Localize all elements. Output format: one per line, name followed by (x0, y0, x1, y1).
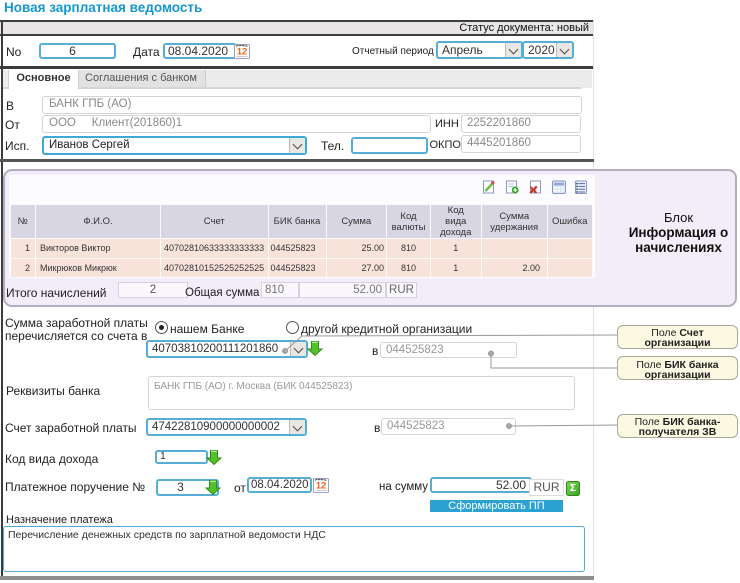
svg-text:12: 12 (316, 481, 327, 492)
svg-text:12: 12 (237, 47, 248, 58)
